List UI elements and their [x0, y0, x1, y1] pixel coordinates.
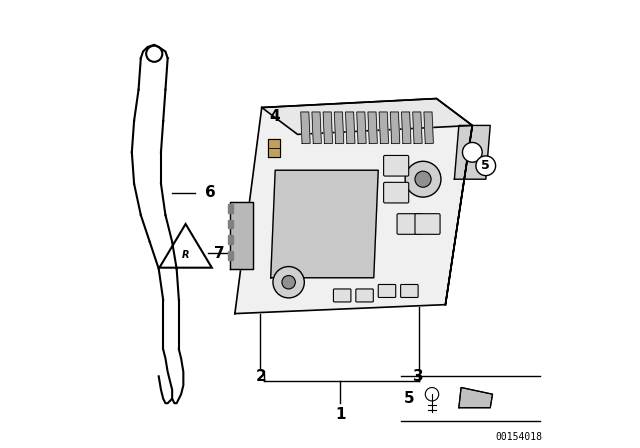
Circle shape	[476, 156, 495, 176]
Text: 6: 6	[205, 185, 216, 200]
Polygon shape	[134, 184, 165, 215]
Polygon shape	[356, 112, 366, 143]
Polygon shape	[424, 112, 433, 143]
Polygon shape	[228, 204, 233, 213]
FancyBboxPatch shape	[383, 182, 409, 203]
FancyBboxPatch shape	[356, 289, 373, 302]
Polygon shape	[334, 112, 344, 143]
Polygon shape	[139, 58, 168, 90]
FancyBboxPatch shape	[397, 214, 422, 234]
FancyBboxPatch shape	[415, 214, 440, 234]
Polygon shape	[301, 112, 310, 143]
Text: 00154018: 00154018	[496, 432, 543, 442]
Polygon shape	[323, 112, 333, 143]
Text: 5: 5	[404, 391, 415, 406]
Polygon shape	[163, 300, 179, 349]
Text: 4: 4	[269, 109, 280, 124]
FancyBboxPatch shape	[378, 284, 396, 297]
Polygon shape	[445, 125, 472, 305]
Circle shape	[282, 276, 296, 289]
Polygon shape	[228, 251, 233, 260]
Polygon shape	[269, 139, 280, 157]
Polygon shape	[454, 125, 490, 179]
Polygon shape	[379, 112, 388, 143]
Circle shape	[463, 142, 482, 162]
Polygon shape	[459, 388, 493, 408]
Polygon shape	[271, 170, 378, 278]
Polygon shape	[390, 112, 400, 143]
Polygon shape	[141, 215, 172, 242]
Polygon shape	[150, 242, 177, 269]
Polygon shape	[235, 99, 472, 314]
Text: 2: 2	[255, 369, 266, 384]
Polygon shape	[413, 112, 422, 143]
Polygon shape	[368, 112, 378, 143]
Polygon shape	[132, 152, 161, 184]
Text: 3: 3	[413, 369, 424, 384]
Polygon shape	[132, 121, 163, 152]
Polygon shape	[230, 202, 253, 269]
Circle shape	[415, 171, 431, 187]
Polygon shape	[228, 235, 233, 244]
Polygon shape	[159, 269, 179, 300]
FancyBboxPatch shape	[333, 289, 351, 302]
Polygon shape	[459, 388, 493, 408]
Text: 1: 1	[335, 407, 346, 422]
Polygon shape	[228, 220, 233, 228]
Polygon shape	[262, 99, 472, 134]
Text: 7: 7	[214, 246, 225, 261]
Polygon shape	[401, 112, 411, 143]
Polygon shape	[346, 112, 355, 143]
Circle shape	[405, 161, 441, 197]
FancyBboxPatch shape	[401, 284, 418, 297]
FancyBboxPatch shape	[383, 155, 409, 176]
Circle shape	[273, 267, 305, 298]
Polygon shape	[134, 90, 165, 121]
Text: R: R	[182, 250, 189, 260]
Polygon shape	[312, 112, 321, 143]
Text: 5: 5	[481, 159, 490, 172]
